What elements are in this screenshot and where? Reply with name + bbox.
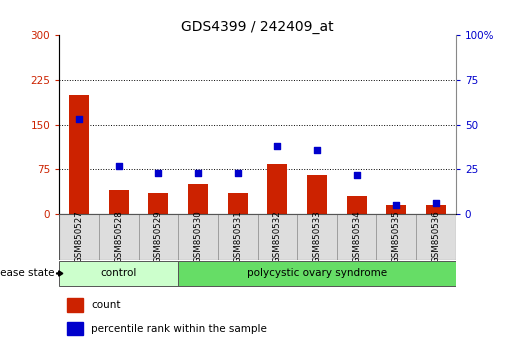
Point <box>75 116 83 122</box>
Text: GSM850529: GSM850529 <box>154 210 163 263</box>
Text: count: count <box>91 300 121 310</box>
Text: GSM850531: GSM850531 <box>233 210 242 263</box>
Bar <box>148 193 168 214</box>
Point <box>352 172 360 178</box>
Text: control: control <box>100 268 137 279</box>
Text: GSM850535: GSM850535 <box>392 210 401 263</box>
Point <box>194 170 202 176</box>
Bar <box>59 261 178 286</box>
Text: GSM850533: GSM850533 <box>313 210 321 263</box>
Bar <box>59 214 99 260</box>
Bar <box>228 193 248 214</box>
Bar <box>267 164 287 214</box>
Bar <box>69 95 89 214</box>
Bar <box>178 214 218 260</box>
Point <box>154 170 162 176</box>
Bar <box>139 214 178 260</box>
Bar <box>307 176 327 214</box>
Point <box>273 143 281 149</box>
Text: polycystic ovary syndrome: polycystic ovary syndrome <box>247 268 387 279</box>
Point <box>432 201 440 206</box>
Text: GSM850527: GSM850527 <box>75 210 83 263</box>
Bar <box>109 190 129 214</box>
Bar <box>416 214 456 260</box>
Text: disease state: disease state <box>0 268 54 279</box>
Bar <box>188 184 208 214</box>
Bar <box>297 214 337 260</box>
Bar <box>258 214 297 260</box>
Bar <box>376 214 416 260</box>
Bar <box>218 214 258 260</box>
Text: percentile rank within the sample: percentile rank within the sample <box>91 324 267 334</box>
Bar <box>99 214 139 260</box>
Bar <box>178 261 456 286</box>
Text: GSM850532: GSM850532 <box>273 210 282 263</box>
Point <box>313 147 321 153</box>
Point <box>114 163 123 169</box>
Text: GSM850536: GSM850536 <box>432 210 440 263</box>
Bar <box>67 322 83 336</box>
Bar <box>426 205 446 214</box>
Bar <box>386 205 406 214</box>
Bar <box>337 214 376 260</box>
Point <box>392 202 401 208</box>
Title: GDS4399 / 242409_at: GDS4399 / 242409_at <box>181 21 334 34</box>
Bar <box>67 298 83 312</box>
Text: GSM850530: GSM850530 <box>194 210 202 263</box>
Text: GSM850534: GSM850534 <box>352 210 361 263</box>
Bar <box>347 196 367 214</box>
Text: GSM850528: GSM850528 <box>114 210 123 263</box>
Point <box>233 170 242 176</box>
